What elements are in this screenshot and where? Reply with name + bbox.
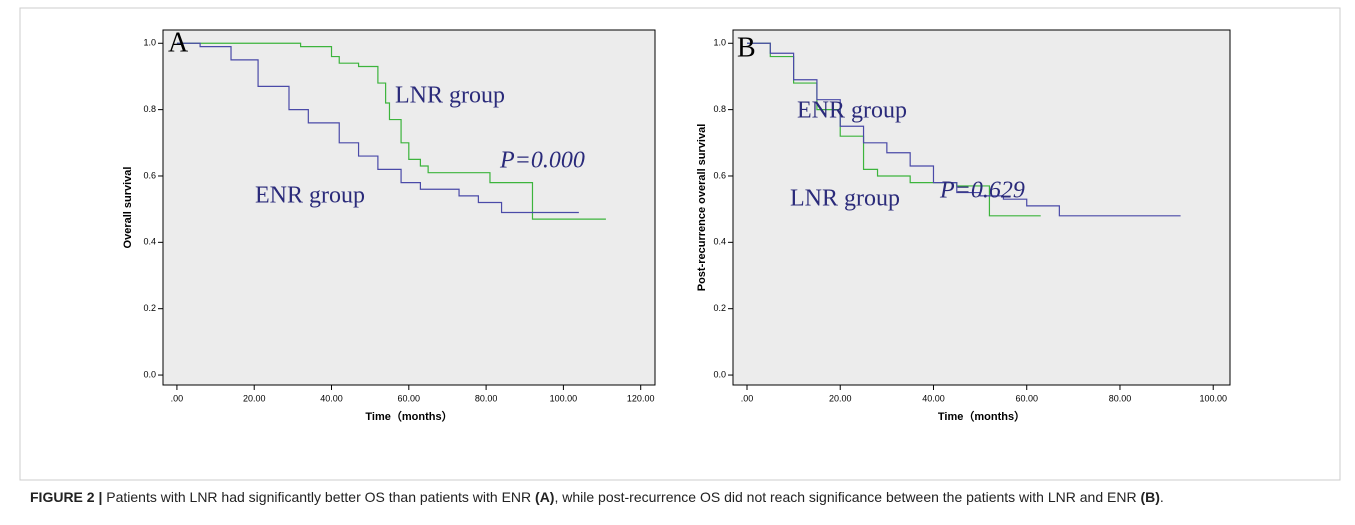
y-axis-title: Overall survival	[122, 167, 134, 249]
y-tick-label: 0.0	[713, 369, 726, 379]
x-tick-label: 120.00	[627, 393, 655, 403]
x-tick-label: 100.00	[1199, 393, 1227, 403]
survival-curve	[176, 42, 579, 214]
annotation: LNR group	[395, 83, 505, 109]
y-tick-label: 0.8	[143, 104, 156, 114]
x-tick-label: 20.00	[829, 393, 852, 403]
figure-border	[19, 7, 1341, 481]
caption-label: FIGURE 2 |	[30, 489, 103, 505]
x-tick-label: 80.00	[475, 393, 498, 403]
annotation: P=0.629	[939, 178, 1025, 204]
annotation: ENR group	[797, 98, 907, 124]
x-tick-label: 100.00	[550, 393, 578, 403]
annotation: LNR group	[790, 186, 900, 212]
y-tick-label: 0.4	[713, 237, 726, 247]
plot-area	[162, 29, 656, 386]
caption-text: .	[1159, 489, 1164, 505]
caption-ref: (B)	[1140, 489, 1160, 505]
caption-text: Patients with LNR had significantly bett…	[106, 489, 532, 505]
x-tick-label: 20.00	[243, 393, 266, 403]
caption-text: , while post-recurrence OS did not reach…	[554, 489, 1137, 505]
survival-curve	[176, 42, 606, 220]
x-tick-label: .00	[171, 393, 184, 403]
caption-ref: (A)	[535, 489, 555, 505]
x-tick-label: 60.00	[1015, 393, 1038, 403]
annotation: A	[168, 27, 189, 58]
y-tick-label: 1.0	[143, 38, 156, 48]
x-tick-label: 40.00	[922, 393, 945, 403]
y-tick-label: 0.2	[713, 303, 726, 313]
caption: FIGURE 2 | Patients with LNR had signifi…	[30, 487, 1330, 507]
y-tick-label: 0.4	[143, 237, 156, 247]
y-tick-label: 0.6	[143, 170, 156, 180]
y-tick-label: 0.8	[713, 104, 726, 114]
plot-area	[732, 29, 1231, 386]
annotation: ENR group	[255, 183, 365, 209]
y-tick-label: 1.0	[713, 38, 726, 48]
x-axis-title: Time（months）	[938, 410, 1025, 423]
x-tick-label: 40.00	[320, 393, 343, 403]
x-tick-label: 60.00	[398, 393, 421, 403]
y-tick-label: 0.6	[713, 170, 726, 180]
x-tick-label: 80.00	[1109, 393, 1132, 403]
y-axis-title: Post-recurrence overall survival	[696, 124, 708, 292]
y-tick-label: 0.2	[143, 303, 156, 313]
survival-curve	[746, 42, 1181, 217]
x-tick-label: .00	[741, 393, 754, 403]
x-axis-title: Time（months）	[365, 410, 452, 423]
y-tick-label: 0.0	[143, 369, 156, 379]
annotation: P=0.000	[499, 148, 585, 174]
annotation: B	[737, 32, 756, 63]
